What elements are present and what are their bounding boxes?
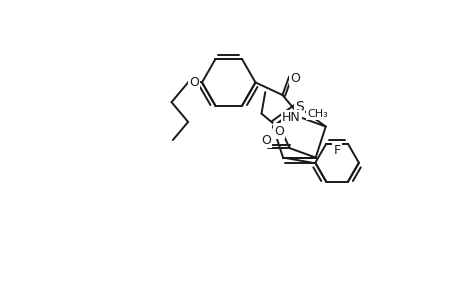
Text: O: O [274,124,284,138]
Text: HN: HN [281,111,300,124]
Text: S: S [294,100,303,114]
Text: F: F [333,144,340,158]
Text: O: O [260,134,270,147]
Text: O: O [189,76,199,89]
Text: CH₃: CH₃ [306,109,327,119]
Text: O: O [290,72,299,85]
